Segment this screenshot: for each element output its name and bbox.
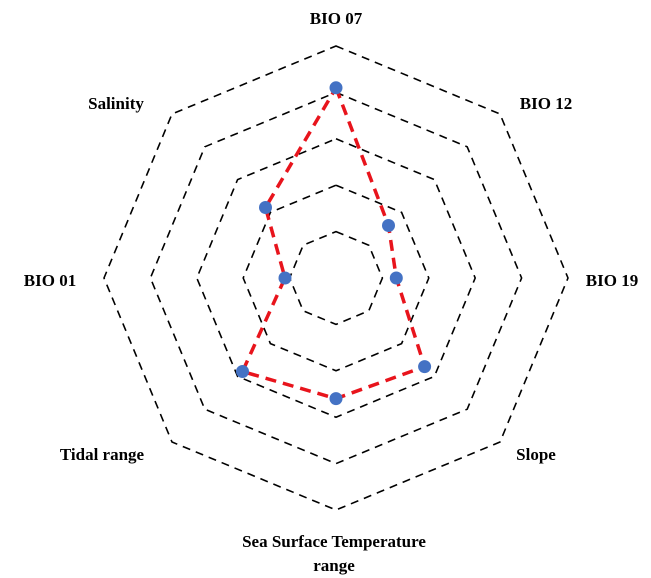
- axis-label-sea-surface-temperature-range: Sea Surface Temperature range: [242, 532, 426, 575]
- axis-label-slope: Slope: [516, 445, 556, 464]
- data-point-salinity: [259, 201, 272, 214]
- radar-grid: [103, 45, 569, 511]
- series-line: [240, 86, 427, 401]
- axis-label-bio-19: BIO 19: [586, 271, 638, 290]
- grid-ring-4: [149, 91, 523, 465]
- grid-ring-5: [103, 45, 569, 511]
- data-point-bio-07: [329, 81, 343, 95]
- data-point-tidal-range: [236, 365, 249, 378]
- data-point-bio-01: [278, 271, 292, 285]
- grid-ring-2: [242, 184, 430, 372]
- data-point-bio-19: [389, 271, 403, 285]
- data-point-slope: [418, 360, 432, 374]
- grid-ring-3: [195, 137, 477, 419]
- axis-label-salinity: Salinity: [88, 94, 144, 113]
- axis-label-bio-01: BIO 01: [24, 271, 76, 290]
- series-layer: [236, 81, 432, 406]
- axis-label-tidal-range: Tidal range: [60, 445, 145, 464]
- data-point-sea-surface-temperature-range: [329, 392, 343, 406]
- axis-label-bio-07: BIO 07: [310, 9, 363, 28]
- data-point-bio-12: [382, 219, 395, 232]
- axis-label-bio-12: BIO 12: [520, 94, 572, 113]
- axis-labels: BIO 07 BIO 12 BIO 19 Slope Sea Surface Tempe…: [24, 9, 638, 575]
- grid-ring-1: [288, 230, 384, 326]
